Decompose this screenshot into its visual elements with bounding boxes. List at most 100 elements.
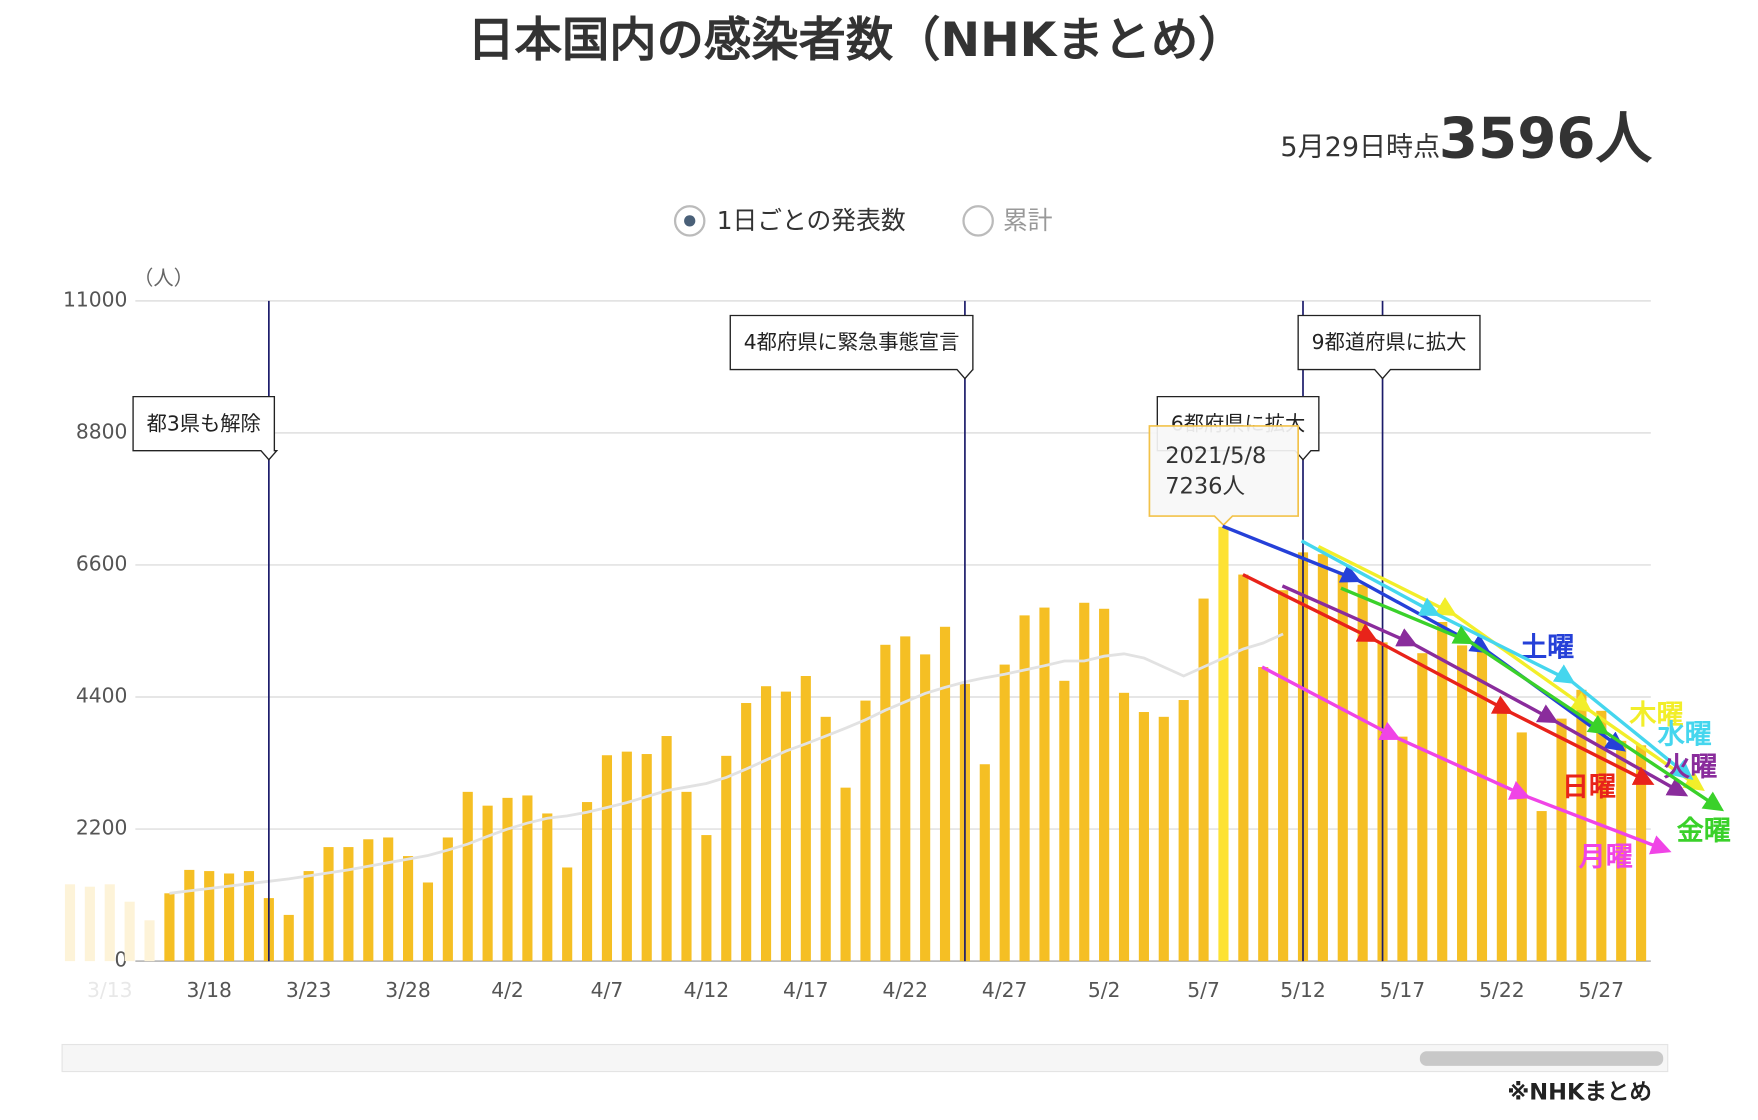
radio-total-label[interactable]: 累計: [1003, 206, 1053, 235]
bar: [422, 882, 434, 962]
bar: [621, 751, 632, 962]
event-label: 都3県も解除: [132, 395, 279, 461]
y-tick-label: 0: [115, 948, 128, 972]
y-tick-label: 2200: [76, 816, 128, 840]
bar: [184, 869, 195, 962]
bar: [1516, 732, 1527, 962]
bar: [721, 755, 732, 962]
bar: [760, 686, 772, 962]
y-unit: （人）: [133, 266, 194, 290]
bar: [979, 764, 990, 962]
x-tick-label: 4/12: [684, 978, 730, 1002]
bar: [1238, 574, 1249, 962]
bar: [1337, 572, 1348, 962]
source: ※NHKまとめ: [1507, 1079, 1652, 1105]
bar: [243, 871, 255, 962]
bar: [1417, 653, 1428, 962]
bar: [403, 856, 414, 962]
x-tick-label: 4/2: [491, 978, 524, 1002]
event-box: [1297, 314, 1481, 380]
bar: [124, 901, 135, 962]
bar: [999, 664, 1010, 962]
bar: [1278, 590, 1289, 962]
event-box: [132, 395, 279, 461]
bar: [442, 837, 453, 962]
bar: [860, 700, 871, 962]
x-tick-label: 5/2: [1088, 978, 1121, 1002]
radio-total[interactable]: [962, 205, 994, 237]
x-tick-label: 3/23: [286, 978, 332, 1002]
tooltip: 2021/5/8 7236人: [1148, 425, 1299, 527]
bar: [104, 884, 115, 962]
bar: [204, 871, 215, 962]
bar: [1118, 692, 1130, 962]
bar: [144, 920, 155, 962]
bar: [323, 847, 334, 962]
scroll-thumb[interactable]: [1419, 1051, 1664, 1066]
scrollbar[interactable]: [61, 1043, 1669, 1073]
bar: [1099, 608, 1110, 962]
bar: [701, 835, 712, 962]
bar: [363, 839, 374, 962]
x-tick-label: 4/27: [982, 978, 1028, 1002]
weekday-label: 火曜: [1663, 752, 1717, 783]
bar: [1079, 602, 1090, 962]
title: 日本国内の感染者数（NHKまとめ）: [467, 13, 1245, 68]
y-tick-label: 4400: [76, 684, 128, 708]
bar: [601, 755, 613, 962]
bar: [880, 644, 891, 962]
bar: [462, 791, 473, 962]
radio-daily-label[interactable]: 1日ごとの発表数: [717, 206, 906, 235]
x-tick-label: 5/27: [1579, 978, 1625, 1002]
bar: [920, 654, 931, 962]
bar: [562, 867, 573, 962]
bar: [1496, 709, 1507, 962]
bar: [303, 871, 314, 962]
x-tick-label: 4/22: [882, 978, 928, 1002]
y-tick-label: 8800: [76, 419, 128, 443]
bar: [1357, 584, 1368, 962]
y-tick-label: 11000: [63, 287, 127, 311]
bar: [800, 676, 811, 962]
x-tick-label: 5/22: [1479, 978, 1525, 1002]
event-label: 4都府県に緊急事態宣言: [729, 314, 974, 380]
weekday-label: 日曜: [1562, 772, 1616, 803]
bar: [283, 914, 294, 962]
bar: [1258, 667, 1269, 962]
event-text: 都3県も解除: [147, 411, 261, 435]
bar: [1218, 526, 1229, 962]
event-label: 9都道府県に拡大: [1297, 314, 1481, 380]
x-tick-label: 3/28: [385, 978, 431, 1002]
bar: [1158, 716, 1169, 962]
total: 3596人: [1439, 107, 1653, 172]
bar: [224, 873, 235, 962]
bar: [1039, 607, 1050, 962]
x-tick-label: 4/17: [783, 978, 829, 1002]
bar: [1457, 645, 1468, 962]
bar: [1576, 689, 1587, 962]
bar: [164, 893, 175, 962]
x-tick-label: 5/12: [1280, 978, 1326, 1002]
average-line: [169, 632, 1284, 895]
x-tick-label: 5/7: [1187, 978, 1220, 1002]
x-tick-label: 3/13: [87, 978, 133, 1002]
bar: [1019, 615, 1030, 962]
tooltip-date: 2021/5/8: [1165, 443, 1266, 469]
event-text: 4都府県に緊急事態宣言: [744, 330, 960, 354]
bar: [1317, 554, 1328, 962]
bar: [1178, 700, 1189, 962]
bar: [343, 847, 354, 962]
bar: [542, 813, 553, 962]
bar: [681, 791, 692, 962]
weekday-label: 月曜: [1578, 842, 1633, 873]
bar: [581, 802, 593, 962]
tooltip-box: [1148, 425, 1299, 527]
bar: [84, 886, 95, 962]
bar: [522, 795, 533, 962]
bar: [64, 884, 76, 962]
bar: [1059, 680, 1070, 962]
weekday-label: 金曜: [1677, 816, 1731, 847]
bar: [661, 736, 672, 962]
